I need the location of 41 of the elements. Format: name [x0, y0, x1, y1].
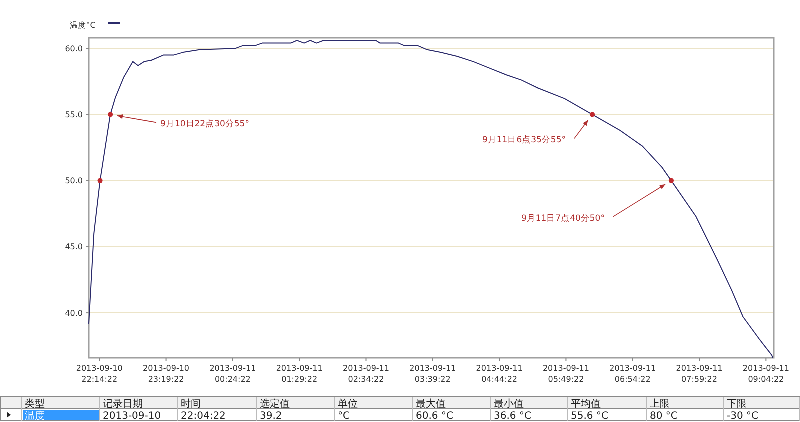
text: 选定值: [260, 398, 290, 410]
text: 39.2: [260, 411, 282, 422]
text: 最大值: [416, 398, 446, 410]
x-tick-label: 2013-09-11 03:39:22: [410, 364, 456, 384]
text: 80 °C: [650, 411, 678, 422]
x-tick-label: 2013-09-11 02:34:22: [342, 364, 390, 384]
x-tick-label: 2013-09-11 00:24:22: [210, 364, 256, 384]
line-series: [88, 40, 774, 358]
text: 下限: [727, 399, 747, 410]
x-tick-label: 2013-09-10 22:14:22: [76, 364, 123, 384]
text: 类型: [25, 398, 45, 410]
text: 最小值: [494, 398, 524, 410]
text: 时间: [181, 398, 201, 410]
x-tick-label: 2013-09-11 05:49:22: [542, 364, 590, 384]
x-tick-label: 2013-09-11 01:29:22: [276, 364, 323, 384]
text: 单位: [338, 398, 358, 410]
y-tick-label: 50.0: [65, 176, 83, 186]
legend-label: 温度°C: [70, 21, 96, 30]
text: 温度: [25, 410, 45, 422]
text: -30 °C: [727, 411, 759, 422]
x-tick-label: 2013-09-11 06:54:22: [610, 364, 656, 384]
text: 上限: [650, 398, 670, 410]
text: 平均值: [571, 398, 601, 410]
y-tick-label: 40.0: [65, 308, 83, 318]
annotation: 9月11日6点35分55°: [482, 134, 566, 146]
text: 60.6 °C: [416, 411, 454, 422]
text: 55.6 °C: [571, 411, 608, 422]
text: 36.6 °C: [494, 411, 532, 422]
x-tick-label: 2013-09-11 09:04:22: [742, 364, 790, 384]
annotation: 9月11日7点40分50°: [521, 212, 605, 224]
y-tick-label: 45.0: [65, 242, 83, 252]
text: 22:04:22: [181, 411, 226, 422]
text: 2013-09-10: [103, 411, 162, 422]
text: 记录日期: [103, 398, 143, 410]
y-tick-label: 55.0: [65, 110, 83, 120]
y-tick-label: 60.0: [65, 44, 83, 54]
text: °C: [338, 411, 350, 422]
x-tick-label: 2013-09-10 23:19:22: [143, 364, 190, 384]
x-tick-label: 2013-09-11 07:59:22: [676, 364, 723, 384]
x-tick-label: 2013-09-11 04:44:22: [476, 364, 523, 384]
annotation: 9月10日22点30分55°: [160, 118, 250, 130]
